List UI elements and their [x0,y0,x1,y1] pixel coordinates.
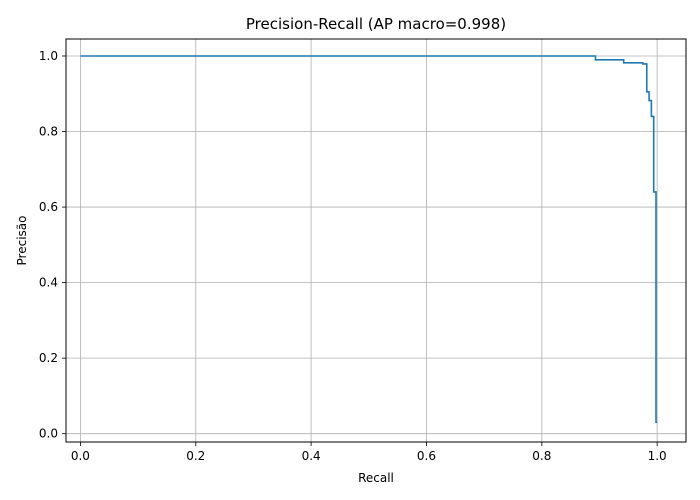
y-tick-label: 0.4 [39,276,58,290]
y-axis-label: Precisão [15,216,29,266]
x-tick-label: 1.0 [648,449,667,463]
x-tick-label: 0.0 [71,449,90,463]
chart-title: Precision-Recall (AP macro=0.998) [246,15,506,33]
y-tick-label: 0.2 [39,351,58,365]
x-tick-label: 0.2 [186,449,205,463]
y-tick-label: 1.0 [39,49,58,63]
y-axis-ticks: 0.0 0.2 0.4 0.6 0.8 1.0 [39,49,66,441]
x-axis-label: Recall [358,471,394,485]
y-tick-label: 0.6 [39,200,58,214]
y-tick-label: 0.8 [39,125,58,139]
x-axis-ticks: 0.0 0.2 0.4 0.6 0.8 1.0 [71,442,667,463]
plot-frame [65,38,687,443]
x-tick-label: 0.4 [302,449,321,463]
y-tick-label: 0.0 [39,427,58,441]
x-tick-label: 0.6 [417,449,436,463]
x-tick-label: 0.8 [532,449,551,463]
grid [66,39,686,442]
pr-curve-line [80,55,658,424]
series-layer [80,55,658,424]
